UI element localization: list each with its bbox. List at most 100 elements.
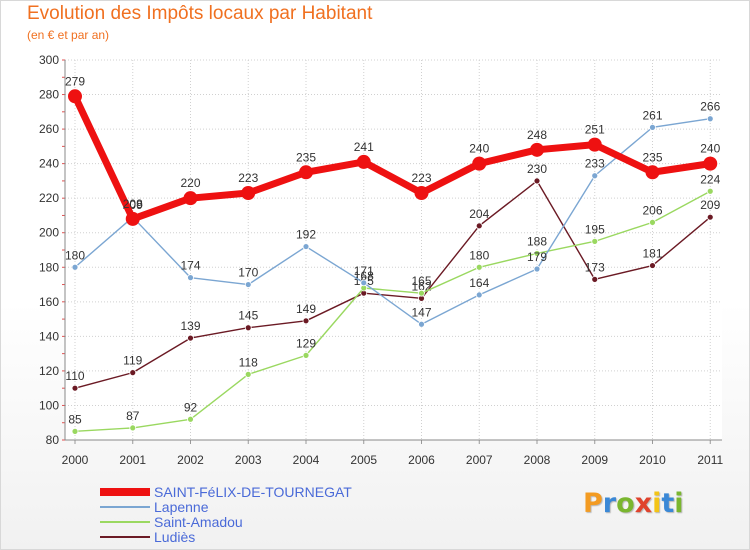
data-label-saint-amadou: 118 xyxy=(239,355,258,369)
data-point-lapenne xyxy=(533,265,541,273)
data-point-lapenne xyxy=(244,281,252,288)
legend-label: Ludiès xyxy=(154,528,196,545)
x-tick-label: 2004 xyxy=(293,453,320,467)
data-label-saint-fe-lix-de-tournegat: 208 xyxy=(123,197,143,211)
x-tick-label: 2001 xyxy=(119,453,146,467)
data-point-saint-fe-lix-de-tournegat xyxy=(356,154,371,169)
data-label-lapenne: 147 xyxy=(411,305,431,319)
data-label-saint-amadou: 87 xyxy=(126,409,140,423)
data-label-lapenne: 266 xyxy=(700,100,720,114)
y-tick-label: 120 xyxy=(39,364,59,378)
chart-subtitle: (en € et par an) xyxy=(27,28,110,42)
data-label-saint-fe-lix-de-tournegat: 279 xyxy=(65,74,85,88)
logo-letter: i xyxy=(652,488,662,519)
data-point-ludie-s xyxy=(187,334,194,342)
data-point-saint-fe-lix-de-tournegat xyxy=(125,211,140,226)
data-point-saint-amadou xyxy=(475,263,483,271)
legend-swatch xyxy=(100,505,150,508)
y-tick-label: 100 xyxy=(39,398,59,412)
data-label-ludie-s: 119 xyxy=(123,354,142,368)
data-label-saint-fe-lix-de-tournegat: 223 xyxy=(411,171,431,185)
proxiti-logo: Proxiti xyxy=(583,488,684,519)
legend-label: Lapenne xyxy=(154,498,209,515)
y-tick-label: 260 xyxy=(39,122,59,136)
logo-letter: r xyxy=(602,488,617,519)
data-label-lapenne: 164 xyxy=(469,276,489,290)
data-label-saint-amadou: 224 xyxy=(700,172,720,186)
data-point-saint-fe-lix-de-tournegat xyxy=(703,156,718,171)
legend-swatch xyxy=(100,520,150,523)
data-label-saint-amadou: 85 xyxy=(68,412,82,426)
data-point-saint-fe-lix-de-tournegat xyxy=(645,165,660,180)
y-tick-label: 280 xyxy=(39,88,59,102)
data-label-lapenne: 192 xyxy=(296,228,316,242)
data-label-saint-fe-lix-de-tournegat: 235 xyxy=(296,150,316,164)
x-tick-label: 2007 xyxy=(466,453,493,467)
series-line-lapenne xyxy=(74,118,711,325)
data-point-lapenne xyxy=(649,123,656,131)
legend-label: Saint-Amadou xyxy=(154,513,243,530)
data-label-saint-amadou: 206 xyxy=(642,203,662,217)
data-label-lapenne: 170 xyxy=(238,266,258,280)
data-point-saint-fe-lix-de-tournegat xyxy=(530,142,544,157)
legend-label: SAINT-FéLIX-DE-TOURNEGAT xyxy=(154,483,352,500)
legend: SAINT-FéLIX-DE-TOURNEGAT Lapenne Saint-Ama… xyxy=(100,483,352,545)
data-point-saint-amadou xyxy=(187,415,194,423)
data-label-saint-fe-lix-de-tournegat: 251 xyxy=(585,123,605,137)
data-label-saint-amadou: 195 xyxy=(585,222,605,236)
x-tick-label: 2002 xyxy=(177,453,204,467)
x-tick-label: 2005 xyxy=(350,453,377,467)
data-point-ludie-s xyxy=(591,275,599,283)
data-point-saint-amadou xyxy=(129,424,137,432)
y-tick-label: 140 xyxy=(39,329,59,343)
data-point-ludie-s xyxy=(475,222,483,230)
data-label-ludie-s: 173 xyxy=(585,260,605,274)
series-line-saint-fe-lix-de-tournegat xyxy=(71,92,714,223)
legend-swatch xyxy=(100,487,150,496)
data-label-ludie-s: 204 xyxy=(469,207,489,221)
x-tick-label: 2011 xyxy=(697,453,723,467)
data-point-ludie-s xyxy=(649,262,656,269)
y-tick-label: 300 xyxy=(39,53,59,67)
data-label-saint-amadou: 92 xyxy=(184,400,198,414)
logo-letter: x xyxy=(634,488,653,519)
x-tick-label: 2009 xyxy=(581,453,608,467)
data-label-saint-amadou: 165 xyxy=(411,274,431,288)
data-point-lapenne xyxy=(706,115,714,123)
legend-swatch xyxy=(100,535,150,538)
data-label-saint-fe-lix-de-tournegat: 240 xyxy=(700,142,720,156)
data-point-ludie-s xyxy=(706,213,714,221)
data-label-saint-fe-lix-de-tournegat: 241 xyxy=(354,140,374,154)
data-label-ludie-s: 230 xyxy=(527,162,547,176)
data-point-ludie-s xyxy=(129,369,137,377)
logo-letter: o xyxy=(616,488,635,519)
data-point-lapenne xyxy=(591,172,599,180)
series-line-ludie-s xyxy=(74,180,711,389)
y-tick-label: 240 xyxy=(39,157,59,171)
data-point-saint-amadou xyxy=(71,427,79,435)
data-label-saint-fe-lix-de-tournegat: 240 xyxy=(469,142,489,156)
data-point-ludie-s xyxy=(71,384,79,392)
y-tick-label: 180 xyxy=(39,260,59,274)
data-label-saint-fe-lix-de-tournegat: 223 xyxy=(238,171,258,185)
data-label-saint-amadou: 129 xyxy=(296,336,316,350)
data-point-saint-fe-lix-de-tournegat xyxy=(587,137,602,152)
data-point-lapenne xyxy=(302,243,310,250)
data-point-saint-fe-lix-de-tournegat xyxy=(472,156,487,171)
data-point-saint-amadou xyxy=(591,237,599,245)
data-label-ludie-s: 110 xyxy=(65,369,84,383)
legend-item: Lapenne xyxy=(100,498,352,515)
data-point-saint-amadou xyxy=(533,250,541,257)
data-label-saint-fe-lix-de-tournegat: 220 xyxy=(180,176,200,190)
y-tick-label: 220 xyxy=(39,191,59,205)
data-point-lapenne xyxy=(360,279,368,287)
data-point-saint-amadou xyxy=(649,218,656,226)
y-tick-label: 80 xyxy=(46,433,60,447)
x-tick-label: 2010 xyxy=(639,453,666,467)
data-label-saint-fe-lix-de-tournegat: 235 xyxy=(642,150,662,164)
data-point-saint-amadou xyxy=(302,351,310,359)
y-tick-label: 200 xyxy=(39,226,59,240)
data-point-saint-amadou xyxy=(418,289,425,297)
data-point-ludie-s xyxy=(302,317,310,325)
